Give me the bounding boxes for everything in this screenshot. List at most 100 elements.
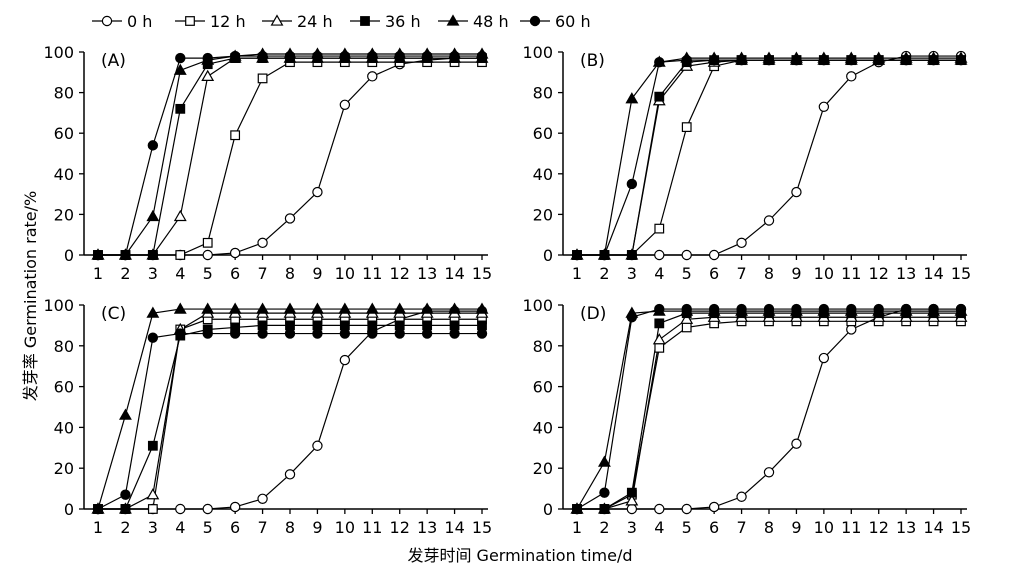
panel-label: (A): [101, 51, 126, 71]
legend-item: 48 h: [438, 12, 509, 31]
data-point: [599, 249, 610, 261]
data-point: [654, 342, 665, 353]
data-point: [873, 54, 884, 66]
data-point: [365, 302, 379, 314]
legend-marker: [529, 15, 541, 27]
x-tick-label: 3: [627, 264, 637, 283]
x-tick-label: 9: [312, 518, 322, 537]
x-tick-label: 4: [175, 264, 185, 283]
data-point: [229, 328, 241, 339]
data-point: [367, 71, 378, 82]
data-point: [146, 306, 160, 318]
series-group: [570, 50, 968, 261]
data-point: [873, 303, 884, 315]
y-tick-label: 20: [54, 205, 74, 224]
data-point: [173, 63, 187, 75]
legend-label: 0 h: [127, 12, 152, 31]
x-tick-label: 10: [814, 264, 834, 283]
x-tick-label: 7: [257, 518, 267, 537]
series-line: [577, 59, 961, 256]
data-point: [476, 50, 488, 62]
data-point: [230, 130, 241, 141]
data-point: [449, 50, 460, 62]
data-point: [654, 303, 665, 315]
x-tick-label: 11: [362, 264, 382, 283]
x-tick-label: 8: [764, 518, 774, 537]
data-point: [257, 328, 268, 339]
legend-marker: [101, 15, 113, 27]
data-point: [818, 352, 830, 364]
data-point: [680, 312, 694, 324]
x-tick-label: 11: [362, 518, 382, 537]
data-point: [955, 303, 967, 315]
legend-label: 24 h: [297, 12, 333, 31]
y-tick-label: 20: [54, 459, 74, 478]
x-tick-label: 11: [841, 518, 861, 537]
y-tick-label: 40: [54, 165, 74, 184]
data-point: [257, 237, 268, 249]
data-point: [393, 302, 407, 314]
x-tick-label: 2: [599, 264, 609, 283]
data-point: [736, 54, 747, 66]
series-line: [97, 332, 482, 510]
y-tick-label: 100: [43, 296, 74, 315]
data-point: [339, 354, 351, 366]
data-point: [846, 54, 857, 66]
data-point: [599, 504, 610, 514]
x-tick-label: 4: [654, 264, 664, 283]
data-point: [120, 249, 131, 261]
data-point: [791, 186, 802, 198]
data-point: [202, 52, 213, 64]
legend-label: 60 h: [555, 12, 591, 31]
x-tick-label: 9: [791, 518, 801, 537]
data-point: [310, 302, 324, 314]
y-tick-label: 20: [533, 205, 553, 224]
data-point: [173, 302, 187, 314]
panel-label: (D): [580, 304, 606, 324]
data-point: [339, 50, 351, 62]
data-point: [597, 455, 611, 467]
x-tick-label: 2: [599, 518, 609, 537]
legend-label: 48 h: [473, 12, 509, 31]
data-point: [257, 493, 268, 504]
panel-label: (C): [101, 304, 126, 324]
data-point: [175, 52, 186, 64]
data-point: [175, 503, 186, 515]
series-group: [91, 47, 489, 261]
y-tick-label: 80: [533, 84, 553, 103]
data-point: [763, 215, 775, 226]
x-tick-label: 6: [709, 264, 719, 283]
series-group: [570, 303, 968, 515]
data-point: [626, 503, 638, 515]
data-point: [146, 488, 160, 500]
data-point: [201, 302, 215, 314]
x-tick-label: 6: [709, 518, 719, 537]
y-tick-label: 100: [522, 43, 553, 62]
data-point: [654, 503, 665, 515]
x-tick-label: 7: [736, 264, 746, 283]
legend-marker: [446, 14, 460, 26]
x-tick-label: 5: [203, 518, 213, 537]
data-point: [599, 487, 610, 498]
series-line: [98, 57, 482, 256]
data-point: [147, 504, 158, 514]
data-point: [736, 491, 747, 502]
y-tick-label: 0: [543, 246, 553, 265]
data-point: [284, 50, 296, 62]
data-point: [626, 487, 637, 498]
data-point: [201, 69, 215, 82]
data-point: [626, 250, 637, 260]
series-line: [577, 320, 961, 510]
data-point: [367, 328, 378, 339]
data-point: [681, 303, 692, 315]
data-point: [708, 501, 720, 513]
x-tick-label: 12: [390, 264, 410, 283]
data-point: [708, 303, 720, 315]
data-point: [147, 440, 158, 451]
x-tick-label: 14: [923, 518, 943, 537]
